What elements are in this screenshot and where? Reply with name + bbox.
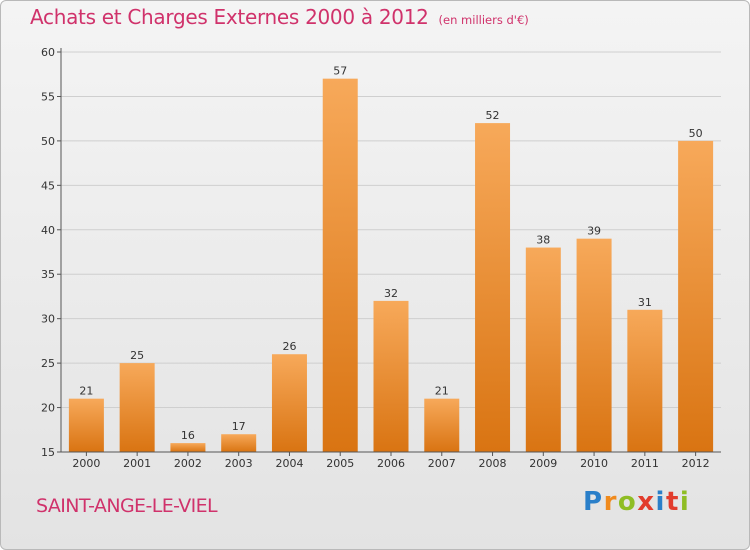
bars [68,78,714,453]
data-label-2003: 17 [232,420,246,433]
labels: 15 20 25 30 35 40 45 50 55 60 21 2000 25 2001 16 2002 17… [41,46,710,470]
x-tick-label-2000: 2000 [72,457,100,470]
y-tick-label: 35 [41,268,55,281]
x-tick-label-2010: 2010 [580,457,608,470]
bar-2011 [627,309,663,452]
logo-letter: i [655,487,666,517]
logo-letter: P [583,487,604,517]
y-tick-label: 50 [41,135,55,148]
data-label-2009: 38 [536,234,550,247]
chart-title-text: Achats et Charges Externes 2000 à 2012 [30,5,429,29]
bar-2010 [576,238,612,452]
data-label-2012: 50 [689,127,703,140]
data-label-2002: 16 [181,429,195,442]
data-label-2007: 21 [435,385,449,398]
data-label-2000: 21 [79,385,93,398]
bar-2003 [221,434,257,452]
axes [57,48,721,456]
bar-2009 [525,247,561,452]
x-tick-label-2006: 2006 [377,457,405,470]
x-tick-label-2007: 2007 [428,457,456,470]
data-label-2001: 25 [130,349,144,362]
y-tick-label: 40 [41,224,55,237]
y-tick-label: 30 [41,313,55,326]
chart-subtitle: (en milliers d'€) [438,13,529,27]
data-label-2004: 26 [282,340,296,353]
x-tick-label-2011: 2011 [631,457,659,470]
x-tick-label-2008: 2008 [479,457,507,470]
bar-2005 [322,78,358,453]
logo-letter: i [679,487,691,517]
x-tick-label-2004: 2004 [275,457,303,470]
data-label-2006: 32 [384,287,398,300]
x-tick-label-2009: 2009 [529,457,557,470]
bar-2006 [373,300,409,452]
logo-letter: o [617,487,638,517]
proxiti-logo: Proxiti [583,487,690,517]
y-tick-label: 60 [41,46,55,59]
data-label-2011: 31 [638,296,652,309]
logo-letter: r [603,487,618,517]
bar-2001 [119,363,155,452]
y-tick-label: 20 [41,402,55,415]
bar-2002 [170,443,206,452]
logo-letter: t [665,487,680,517]
data-label-2005: 57 [333,65,347,78]
y-tick-label: 55 [41,90,55,103]
x-tick-label-2005: 2005 [326,457,354,470]
y-tick-label: 45 [41,179,55,192]
bar-2012 [678,140,714,452]
x-tick-label-2012: 2012 [682,457,710,470]
x-tick-label-2001: 2001 [123,457,151,470]
commune-name: SAINT-ANGE-LE-VIEL [36,495,218,517]
bar-2008 [475,123,511,452]
bar-2004 [271,354,307,452]
data-label-2008: 52 [486,109,500,122]
y-tick-label: 15 [41,446,55,459]
x-tick-label-2003: 2003 [225,457,253,470]
bar-2000 [68,398,104,452]
logo-letter: x [637,487,656,517]
data-label-2010: 39 [587,225,601,238]
y-tick-label: 25 [41,357,55,370]
bar-2007 [424,398,460,452]
x-tick-label-2002: 2002 [174,457,202,470]
chart-title: Achats et Charges Externes 2000 à 2012 (e… [30,5,529,29]
